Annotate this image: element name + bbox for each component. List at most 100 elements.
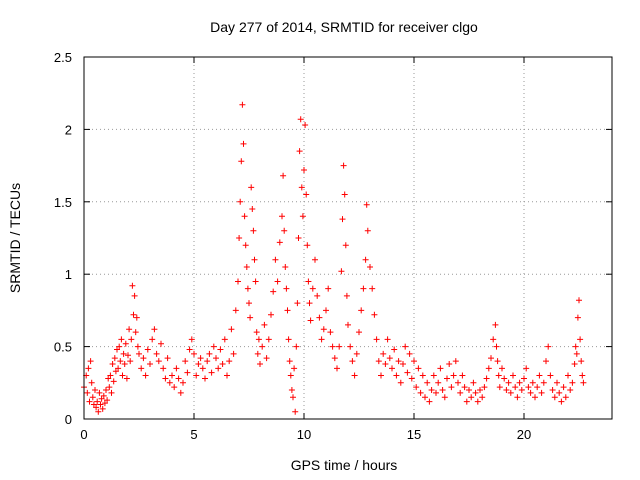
data-point <box>248 184 255 191</box>
data-point <box>309 285 316 292</box>
x-tick-label: 10 <box>297 427 311 442</box>
data-point <box>169 372 175 379</box>
data-point <box>468 394 475 401</box>
data-point <box>210 343 217 350</box>
data-point <box>499 365 505 372</box>
data-point <box>532 394 538 401</box>
data-point <box>119 372 126 379</box>
data-point <box>202 375 208 382</box>
data-point <box>560 384 567 391</box>
x-tick-label: 20 <box>517 427 531 442</box>
data-point <box>347 343 354 350</box>
data-point <box>158 340 164 347</box>
data-point <box>195 360 202 367</box>
data-point <box>551 394 558 401</box>
y-tick-label: 0.5 <box>54 340 72 355</box>
data-point <box>345 321 351 328</box>
data-point <box>446 360 453 367</box>
data-point <box>353 350 360 357</box>
data-point <box>331 355 338 362</box>
data-point <box>349 358 356 365</box>
data-point <box>296 148 303 155</box>
data-point <box>153 350 160 357</box>
data-point <box>206 350 213 357</box>
y-tick-label: 2 <box>65 122 72 137</box>
data-point <box>133 314 140 321</box>
data-point <box>184 369 191 376</box>
data-point <box>441 394 448 401</box>
data-point <box>241 213 248 220</box>
data-point <box>197 355 204 362</box>
data-point <box>274 278 281 285</box>
data-point <box>182 358 189 365</box>
data-point <box>554 379 560 386</box>
data-point <box>356 329 362 336</box>
data-point <box>93 404 100 411</box>
data-point <box>87 358 94 365</box>
data-point <box>481 384 488 391</box>
data-point <box>138 365 145 372</box>
data-point <box>318 336 325 343</box>
data-point <box>280 172 287 179</box>
data-point <box>304 242 311 249</box>
data-point <box>369 285 376 292</box>
data-point <box>89 394 96 401</box>
data-point <box>397 379 404 386</box>
data-point <box>474 398 481 405</box>
data-point <box>439 387 446 394</box>
data-point <box>501 375 508 382</box>
data-point <box>415 365 422 372</box>
data-point <box>287 372 294 379</box>
data-point <box>171 384 178 391</box>
data-point <box>329 343 336 350</box>
data-point <box>129 282 136 289</box>
data-point <box>461 384 468 391</box>
data-point <box>147 360 153 367</box>
data-point <box>106 384 113 391</box>
data-point <box>419 372 426 379</box>
y-tick-label: 0 <box>65 412 72 427</box>
data-point <box>574 314 581 321</box>
data-point <box>259 343 266 350</box>
data-point <box>155 358 162 365</box>
data-point <box>490 336 497 343</box>
data-point <box>164 355 171 362</box>
data-point <box>400 360 406 367</box>
data-point <box>378 372 384 379</box>
data-point <box>292 408 299 415</box>
data-point <box>384 336 391 343</box>
data-point <box>341 191 348 198</box>
data-point <box>250 227 257 234</box>
data-point <box>580 379 587 386</box>
data-point <box>536 372 543 379</box>
data-point <box>173 365 180 372</box>
data-point <box>294 300 301 307</box>
data-point <box>343 292 350 299</box>
data-point <box>545 343 552 350</box>
data-point <box>518 387 525 394</box>
data-point <box>435 379 442 386</box>
data-point <box>130 311 137 318</box>
data-point <box>244 285 251 292</box>
data-point <box>131 292 138 299</box>
data-point <box>514 394 521 401</box>
data-point <box>251 256 258 263</box>
data-point <box>360 285 367 292</box>
y-tick-label: 2.5 <box>54 50 72 65</box>
data-point <box>193 372 200 379</box>
data-point <box>297 116 304 123</box>
data-point <box>261 321 268 328</box>
data-point <box>283 285 290 292</box>
data-point <box>288 387 295 394</box>
y-tick-labels: 0 0.5 1 1.5 2 2.5 <box>54 50 72 427</box>
data-point <box>246 300 252 307</box>
x-tick-label: 15 <box>407 427 421 442</box>
data-point <box>316 314 323 321</box>
data-point <box>236 235 243 241</box>
data-point <box>126 326 133 333</box>
data-point <box>243 263 250 270</box>
data-point <box>160 365 167 372</box>
data-point <box>265 336 272 343</box>
data-point <box>213 355 219 362</box>
data-point <box>485 365 492 372</box>
